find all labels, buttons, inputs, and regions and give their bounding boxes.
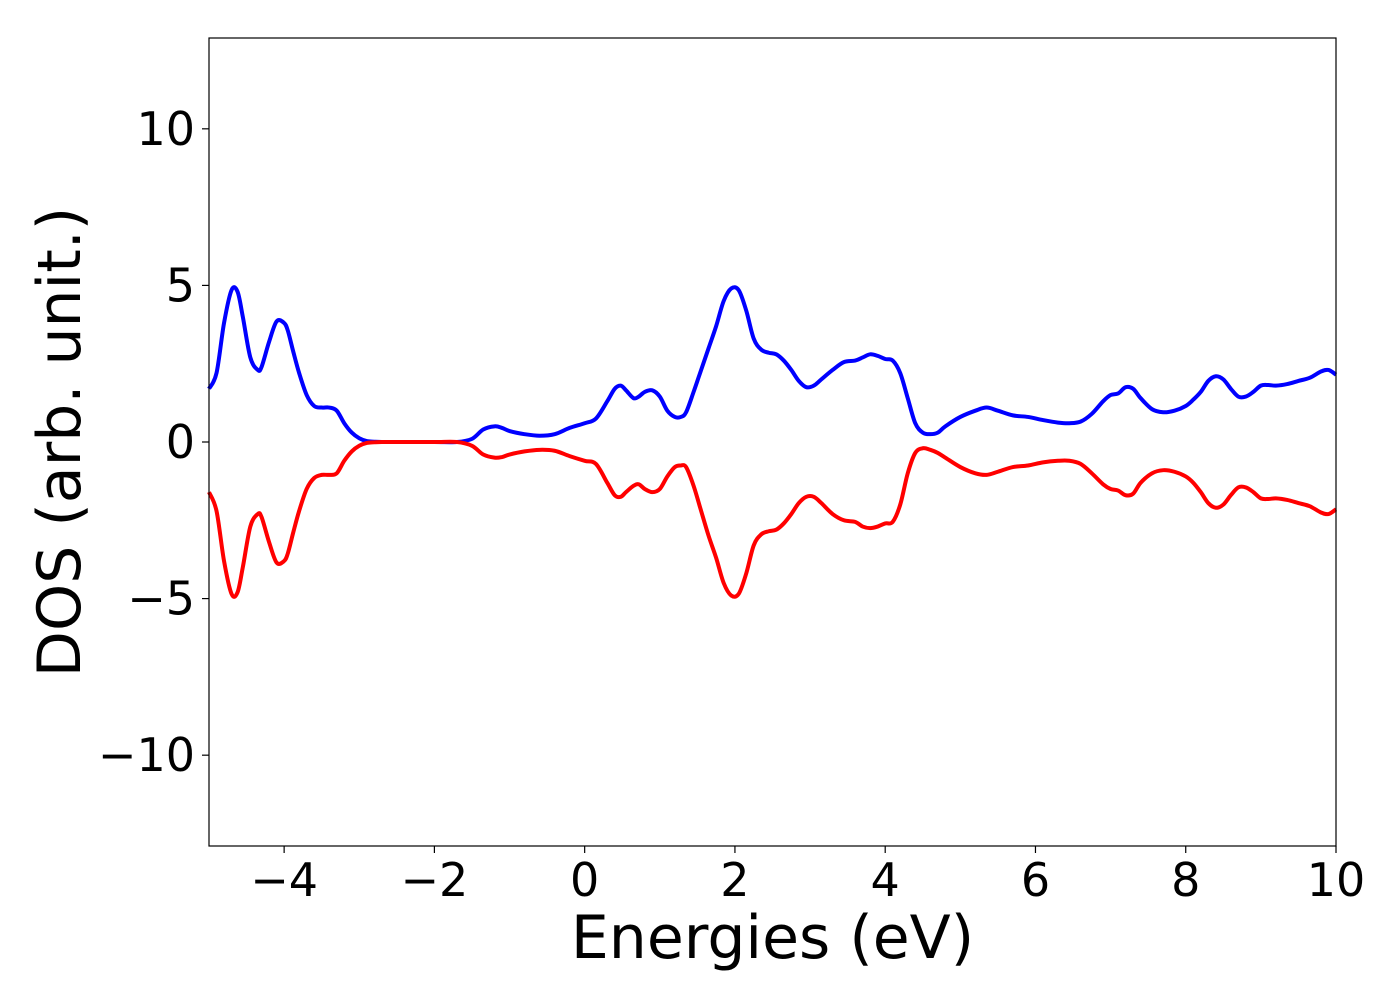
y-tick-label: 5 — [166, 258, 195, 312]
y-tick-label: −5 — [127, 572, 195, 626]
y-axis-title: DOS (arb. unit.) — [25, 207, 95, 677]
y-tick-label: 10 — [136, 102, 195, 156]
series-line-1 — [207, 285, 1338, 445]
x-tick-label: 6 — [1021, 853, 1050, 907]
series-layer — [207, 285, 1338, 599]
x-tick-label: 0 — [570, 853, 599, 907]
x-tick-label: 2 — [720, 853, 749, 907]
x-axis-title: Energies (eV) — [571, 903, 974, 973]
series-line-2 — [207, 439, 1338, 599]
x-tick-label: 10 — [1307, 853, 1366, 907]
y-tick-label: 0 — [166, 415, 195, 469]
x-tick-label: 4 — [871, 853, 900, 907]
x-tick-label: −2 — [400, 853, 468, 907]
ticks-layer: −4 −2 0 2 4 6 8 10 −10 −5 0 5 10 — [98, 102, 1365, 907]
y-tick-label: −10 — [98, 728, 195, 782]
x-tick-label: −4 — [250, 853, 318, 907]
x-tick-label: 8 — [1171, 853, 1200, 907]
